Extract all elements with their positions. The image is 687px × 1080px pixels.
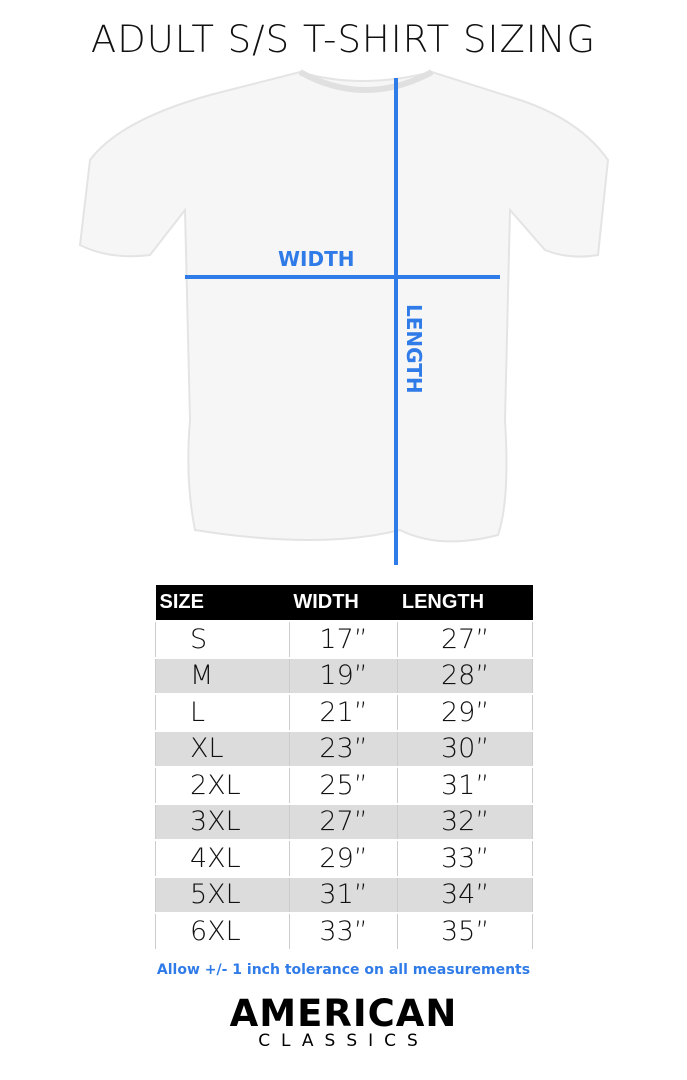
- table-row: 4XL 29” 33”: [155, 839, 533, 878]
- length-cell: 34”: [397, 875, 533, 914]
- width-cell: 25”: [288, 766, 399, 805]
- size-cell: 4XL: [155, 839, 290, 878]
- length-cell: 33”: [397, 839, 533, 878]
- size-cell: 5XL: [155, 875, 290, 914]
- size-cell: XL: [155, 729, 290, 768]
- table-row: S 17” 27”: [155, 620, 533, 659]
- width-label: WIDTH: [278, 247, 355, 271]
- table-row: L 21” 29”: [155, 693, 533, 732]
- table-row: 6XL 33” 35”: [155, 912, 533, 951]
- size-cell: L: [155, 693, 290, 732]
- header-size: SIZE: [155, 585, 290, 621]
- length-cell: 30”: [397, 729, 533, 768]
- width-cell: 29”: [288, 839, 399, 878]
- length-label: LENGTH: [402, 304, 426, 394]
- width-cell: 33”: [288, 912, 399, 951]
- table-row: 3XL 27” 32”: [155, 802, 533, 841]
- table-row: XL 23” 30”: [155, 729, 533, 768]
- width-cell: 27”: [288, 802, 399, 841]
- table-row: M 19” 28”: [155, 656, 533, 695]
- width-cell: 23”: [288, 729, 399, 768]
- header-length: LENGTH: [397, 585, 533, 621]
- length-cell: 28”: [397, 656, 533, 695]
- length-cell: 31”: [397, 766, 533, 805]
- length-cell: 27”: [397, 620, 533, 659]
- table-row: 5XL 31” 34”: [155, 875, 533, 914]
- logo-american: AMERICAN: [229, 992, 458, 1035]
- header-width: WIDTH: [289, 585, 398, 621]
- page-title: ADULT S/S T-SHIRT SIZING: [90, 18, 597, 61]
- width-cell: 19”: [288, 656, 399, 695]
- width-cell: 17”: [288, 620, 399, 659]
- size-cell: 2XL: [155, 766, 290, 805]
- tolerance-note: Allow +/- 1 inch tolerance on all measur…: [156, 962, 531, 978]
- width-cell: 31”: [288, 875, 399, 914]
- logo-classics: CLASSICS: [258, 1031, 429, 1051]
- length-cell: 29”: [397, 693, 533, 732]
- size-cell: M: [155, 656, 290, 695]
- size-cell: S: [155, 620, 290, 659]
- size-cell: 3XL: [155, 802, 290, 841]
- size-cell: 6XL: [155, 912, 290, 951]
- length-cell: 32”: [397, 802, 533, 841]
- width-cell: 21”: [288, 693, 399, 732]
- length-cell: 35”: [397, 912, 533, 951]
- tshirt-illustration: [78, 69, 610, 565]
- table-row: 2XL 25” 31”: [155, 766, 533, 805]
- size-table: SIZE WIDTH LENGTH S 17” 27” M 19” 28” L 21” 29” X…: [155, 585, 533, 951]
